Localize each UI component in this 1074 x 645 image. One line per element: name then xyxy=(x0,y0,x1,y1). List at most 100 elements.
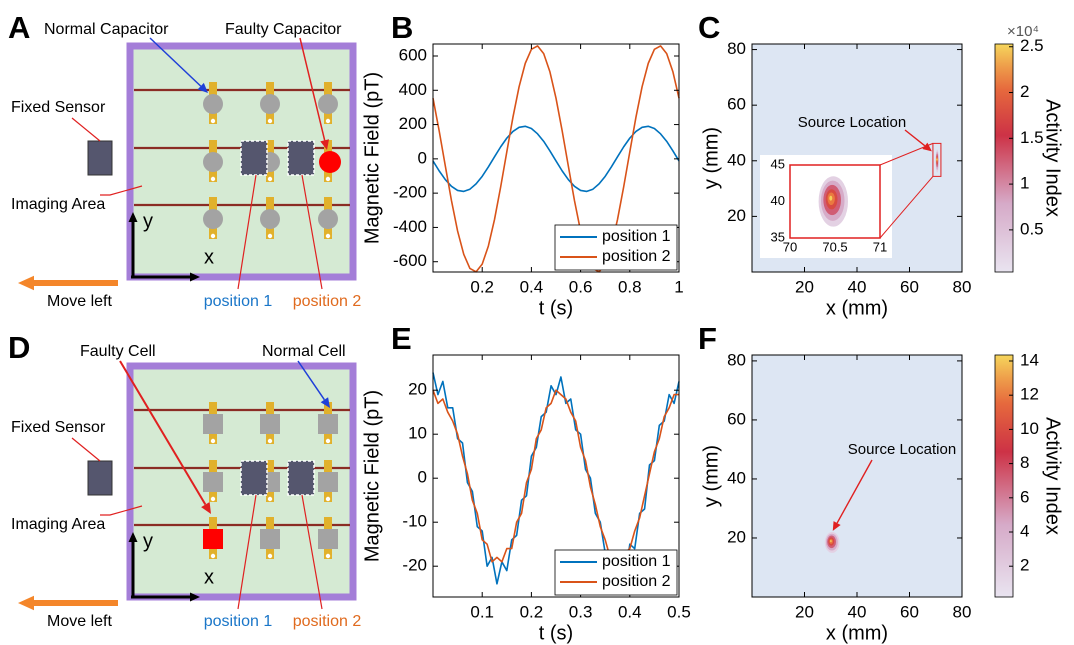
axis-x-label: x xyxy=(204,246,214,268)
fixed-sensor-label: Fixed Sensor xyxy=(11,419,106,436)
x-tick-label: 80 xyxy=(953,602,972,621)
x-tick-label: 60 xyxy=(900,602,919,621)
colorbar-tick-label: 0.5 xyxy=(1020,219,1044,238)
y-tick-label: 80 xyxy=(727,39,746,58)
pad-dot xyxy=(326,554,330,558)
device xyxy=(318,414,338,434)
moving-sensor xyxy=(288,461,314,495)
faulty-device xyxy=(319,151,341,173)
y-tick-label: 600 xyxy=(399,45,427,64)
position-label: position 2 xyxy=(293,293,362,310)
inset-y-tick-label: 45 xyxy=(771,156,785,171)
pad-dot xyxy=(326,234,330,238)
x-tick-label: 60 xyxy=(900,277,919,296)
y-tick-label: 200 xyxy=(399,114,427,133)
y-tick-label: 60 xyxy=(727,95,746,114)
source-core xyxy=(936,158,938,160)
x-tick-label: 0.3 xyxy=(569,602,593,621)
x-tick-label: 40 xyxy=(848,602,867,621)
device xyxy=(203,152,223,172)
pad-dot xyxy=(268,119,272,123)
colorbar-label: Activity Index xyxy=(1042,99,1064,217)
pad-dot xyxy=(211,439,215,443)
x-tick-label: 0.8 xyxy=(618,277,642,296)
series-line xyxy=(433,390,679,566)
y-tick-label: -600 xyxy=(393,251,427,270)
colorbar-tick-label: 14 xyxy=(1020,350,1039,369)
device xyxy=(260,209,280,229)
normal-label: Normal Capacitor xyxy=(44,21,169,38)
imaging-area-label: Imaging Area xyxy=(11,196,105,213)
x-axis-label: x (mm) xyxy=(826,622,888,644)
arrow-head xyxy=(18,276,34,290)
device xyxy=(203,94,223,114)
x-axis-label: t (s) xyxy=(539,297,573,319)
pad-dot xyxy=(211,554,215,558)
axis-x-label: x xyxy=(204,566,214,588)
inset-x-tick-label: 71 xyxy=(873,239,887,254)
annotation: Source Location xyxy=(798,114,906,131)
figure: AFixed SensorImaging AreayxMove leftposi… xyxy=(0,0,1074,645)
colorbar-label: Activity Index xyxy=(1042,417,1064,535)
faulty-label: Faulty Cell xyxy=(80,343,156,360)
device xyxy=(260,94,280,114)
y-tick-label: 40 xyxy=(727,468,746,487)
colorbar-tick-label: 2 xyxy=(1020,82,1029,101)
inset-x-tick-label: 70.5 xyxy=(822,239,847,254)
inset-y-tick-label: 35 xyxy=(771,229,785,244)
pad-dot xyxy=(326,119,330,123)
colorbar xyxy=(995,44,1013,272)
x-tick-label: 20 xyxy=(795,602,814,621)
panel-letter: A xyxy=(8,10,30,45)
pointer xyxy=(72,438,100,461)
x-axis-label: t (s) xyxy=(539,622,573,644)
y-axis-label: y (mm) xyxy=(700,445,722,507)
pad-dot xyxy=(211,119,215,123)
legend-label: position 2 xyxy=(602,248,671,265)
device xyxy=(260,414,280,434)
arrow-head xyxy=(18,596,34,610)
legend-label: position 2 xyxy=(602,573,671,590)
x-axis-label: x (mm) xyxy=(826,297,888,319)
device xyxy=(318,472,338,492)
moving-sensor xyxy=(288,141,314,175)
pad-dot xyxy=(326,177,330,181)
x-tick-label: 0.2 xyxy=(520,602,544,621)
source-core xyxy=(829,196,832,201)
x-tick-label: 0.5 xyxy=(667,602,691,621)
annotation: Source Location xyxy=(848,441,956,458)
colorbar-tick-label: 1.5 xyxy=(1020,128,1044,147)
panel-letter: B xyxy=(391,10,413,45)
x-tick-label: 1 xyxy=(674,277,683,296)
colorbar-tick-label: 1 xyxy=(1020,174,1029,193)
y-tick-label: 0 xyxy=(418,468,427,487)
panel-letter: F xyxy=(698,321,717,356)
colorbar-tick-label: 12 xyxy=(1020,385,1039,404)
panel-letter: D xyxy=(8,330,30,365)
legend-label: position 1 xyxy=(602,553,671,570)
axis-y-label: y xyxy=(143,530,153,552)
y-axis-label: Magnetic Field (pT) xyxy=(361,72,383,244)
moving-sensor xyxy=(241,141,267,175)
source-core xyxy=(830,540,832,542)
pad-dot xyxy=(211,234,215,238)
colorbar-tick-label: 2 xyxy=(1020,556,1029,575)
y-tick-label: -10 xyxy=(402,512,427,531)
y-axis-label: y (mm) xyxy=(700,127,722,189)
y-tick-label: 10 xyxy=(408,424,427,443)
y-tick-label: 20 xyxy=(727,527,746,546)
y-tick-label: 40 xyxy=(727,150,746,169)
fixed-sensor xyxy=(88,461,112,495)
x-tick-label: 20 xyxy=(795,277,814,296)
pad-dot xyxy=(268,439,272,443)
pad-dot xyxy=(268,177,272,181)
y-tick-label: -200 xyxy=(393,183,427,202)
legend-label: position 1 xyxy=(602,228,671,245)
pad-dot xyxy=(268,234,272,238)
colorbar-tick-label: 4 xyxy=(1020,521,1029,540)
inset-y-tick-label: 40 xyxy=(771,193,785,208)
position-label: position 1 xyxy=(204,613,273,630)
colorbar xyxy=(995,355,1013,597)
y-tick-label: 400 xyxy=(399,80,427,99)
plot-background xyxy=(752,355,962,597)
